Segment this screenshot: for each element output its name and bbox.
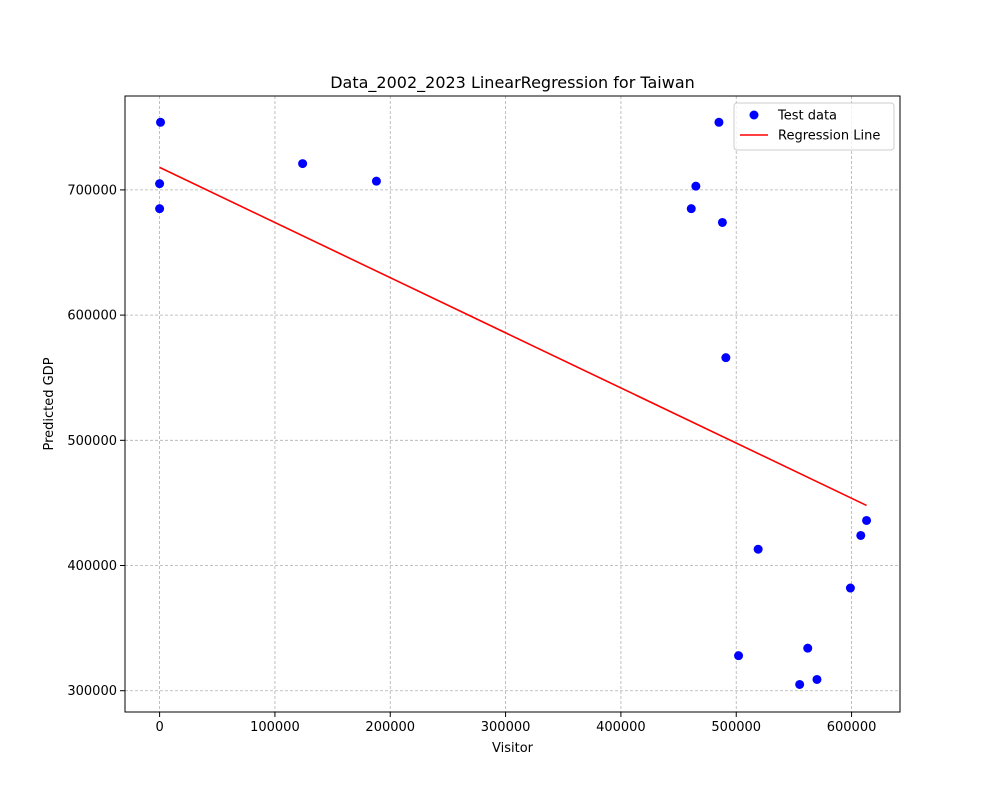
grid: [125, 96, 900, 712]
data-point: [795, 679, 805, 689]
data-point: [721, 353, 731, 363]
data-point: [753, 544, 763, 554]
data-point: [155, 179, 165, 189]
data-point: [156, 117, 166, 127]
data-point: [714, 117, 724, 127]
data-point: [298, 159, 308, 169]
data-point: [862, 515, 872, 525]
y-tick-label: 300000: [67, 684, 117, 699]
data-point: [812, 674, 822, 684]
legend-entry-regression-line: Regression Line: [778, 129, 880, 144]
data-point: [717, 217, 727, 227]
data-point: [856, 530, 866, 540]
legend-box: [733, 102, 895, 151]
data-point: [686, 204, 696, 214]
y-tick-label: 700000: [67, 183, 117, 198]
data-point: [691, 181, 701, 191]
x-tick-label: 100000: [250, 720, 300, 735]
legend-entry-test-data: Test data: [777, 109, 837, 124]
y-tick-label: 600000: [67, 309, 117, 324]
axis-ticks: 0 100000 200000 300000 400000 500000 600000 300…: [67, 183, 876, 735]
y-axis-label: Predicted GDP: [42, 357, 57, 450]
regression-line: [159, 166, 867, 507]
x-tick-label: 0: [155, 720, 163, 735]
data-point: [734, 651, 744, 661]
series: [155, 117, 872, 689]
x-tick-label: 400000: [596, 720, 646, 735]
x-tick-label: 500000: [711, 720, 761, 735]
x-axis-label: Visitor: [492, 741, 534, 756]
legend: Test data Regression Line: [733, 102, 895, 151]
plot-frame: [124, 95, 901, 713]
chart-title: Data_2002_2023 LinearRegression for Taiw…: [330, 73, 695, 93]
x-tick-label: 300000: [481, 720, 531, 735]
y-tick-label: 400000: [67, 559, 117, 574]
data-point: [845, 583, 855, 593]
x-tick-label: 600000: [827, 720, 877, 735]
y-tick-label: 500000: [67, 434, 117, 449]
data-point: [155, 204, 165, 214]
data-point: [371, 176, 381, 186]
data-point: [803, 643, 813, 653]
x-tick-label: 200000: [365, 720, 415, 735]
legend-marker-test-data: [749, 110, 759, 120]
